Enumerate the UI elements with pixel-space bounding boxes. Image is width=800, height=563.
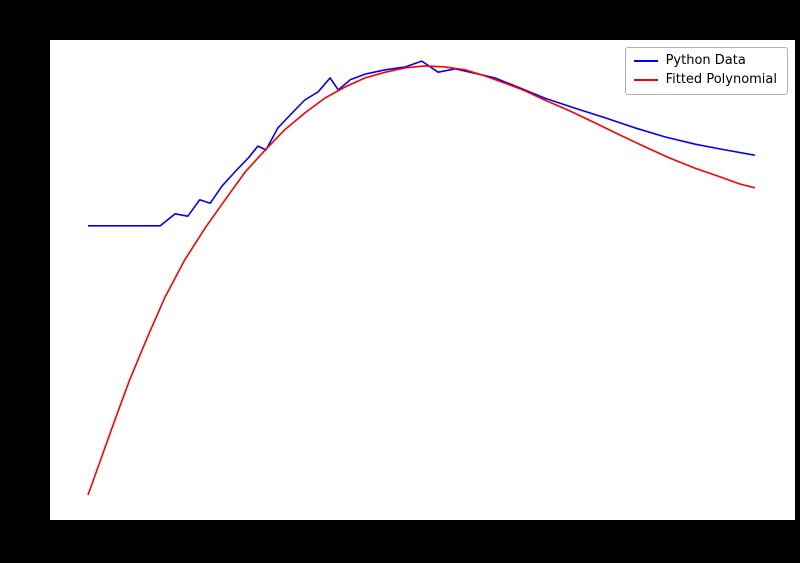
legend: Python Data Fitted Polynomial [624, 47, 788, 95]
legend-item-fitted-polynomial: Fitted Polynomial [633, 72, 777, 88]
legend-label-fitted-polynomial: Fitted Polynomial [665, 72, 777, 88]
legend-label-python-data: Python Data [665, 53, 746, 68]
red-line-swatch-icon [633, 79, 658, 82]
chart-canvas [87, 60, 755, 496]
legend-item-python-data: Python Data [633, 53, 777, 68]
fitted-polynomial-line [87, 65, 755, 496]
python-data-line [88, 60, 755, 227]
blue-line-swatch-icon [633, 60, 658, 63]
plot-area: Python Data Fitted Polynomial [50, 40, 795, 520]
